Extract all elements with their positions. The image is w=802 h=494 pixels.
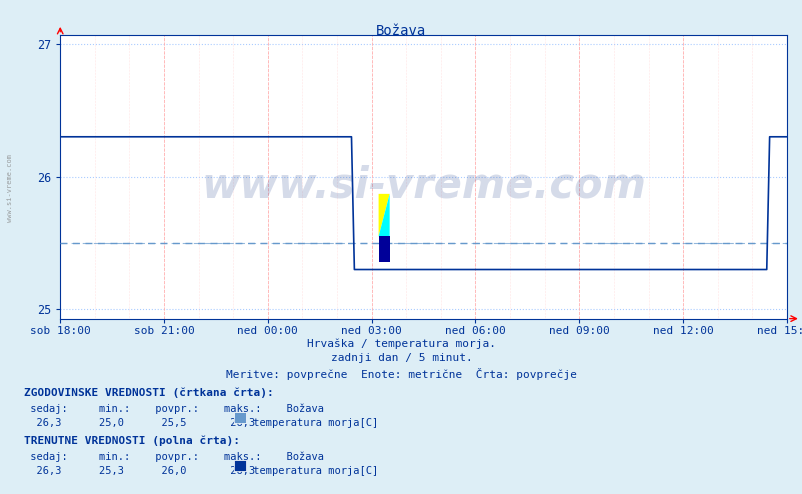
Text: 26,3      25,0      25,5       26,3: 26,3 25,0 25,5 26,3 [24,418,255,428]
Text: TRENUTNE VREDNOSTI (polna črta):: TRENUTNE VREDNOSTI (polna črta): [24,436,240,446]
Text: www.si-vreme.com: www.si-vreme.com [200,164,646,206]
Text: sedaj:     min.:    povpr.:    maks.:    Božava: sedaj: min.: povpr.: maks.: Božava [24,404,324,414]
Polygon shape [378,194,389,236]
Text: 26,3      25,3      26,0       26,3: 26,3 25,3 26,0 26,3 [24,466,255,476]
Text: temperatura morja[C]: temperatura morja[C] [247,466,378,476]
Text: www.si-vreme.com: www.si-vreme.com [7,154,14,222]
Text: ZGODOVINSKE VREDNOSTI (črtkana črta):: ZGODOVINSKE VREDNOSTI (črtkana črta): [24,388,273,398]
Text: sedaj:     min.:    povpr.:    maks.:    Božava: sedaj: min.: povpr.: maks.: Božava [24,451,324,461]
Polygon shape [378,236,389,262]
Polygon shape [378,194,389,236]
Text: temperatura morja[C]: temperatura morja[C] [247,418,378,428]
Text: zadnji dan / 5 minut.: zadnji dan / 5 minut. [330,353,472,363]
Text: Hrvaška / temperatura morja.: Hrvaška / temperatura morja. [306,338,496,349]
Text: Meritve: povprečne  Enote: metrične  Črta: povprečje: Meritve: povprečne Enote: metrične Črta:… [225,368,577,380]
Text: Božava: Božava [376,24,426,38]
